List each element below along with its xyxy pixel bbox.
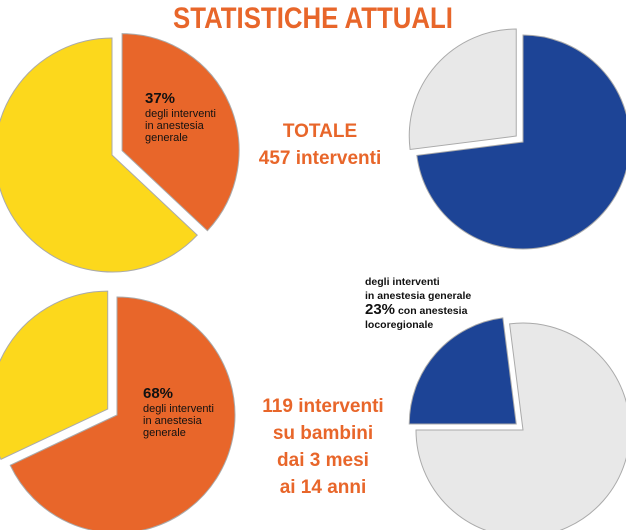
pie-2-slice-2 — [408, 28, 517, 151]
pie-1-slice-1 — [121, 33, 240, 232]
label-bottom-right-l2: in anestesia generale — [365, 290, 472, 302]
label-bottom-left-pct: 68% — [143, 385, 174, 402]
pie-1-slice-2 — [0, 37, 198, 273]
label-bottom-left-l3: generale — [143, 427, 186, 439]
label-bottom-left-l1: degli interventi — [143, 403, 214, 415]
bambini-text: 119 interventi su bambini dai 3 mesi ai … — [248, 393, 398, 501]
bambini-line2: su bambini — [272, 423, 374, 444]
label-top-left: 37% degli interventi in anestesia genera… — [145, 90, 216, 144]
label-bottom-right-l1: degli interventi — [365, 276, 440, 288]
label-bottom-right: degli interventi in anestesia generale 2… — [365, 275, 471, 332]
totale-text: TOTALE 457 interventi — [250, 118, 390, 172]
label-bottom-right-l3: con anestesia — [397, 305, 468, 317]
page-title: STATISTICHE ATTUALI — [173, 2, 453, 35]
label-bottom-right-pct: 23% — [365, 301, 396, 318]
label-bottom-left: 68% degli interventi in anestesia genera… — [143, 385, 214, 439]
label-top-left-l1: degli interventi — [145, 108, 216, 120]
pie-2-slice-1 — [416, 34, 626, 250]
label-top-left-l2: in anestesia — [145, 120, 204, 132]
bambini-line1: 119 interventi — [262, 396, 384, 417]
pie-3-slice-1 — [9, 296, 236, 530]
pie-3-slice-2 — [0, 290, 109, 461]
totale-line2: 457 interventi — [258, 148, 382, 169]
label-top-left-pct: 37% — [145, 90, 176, 107]
label-bottom-right-l4: locoregionale — [365, 319, 434, 331]
pie-4-slice-2 — [415, 322, 626, 530]
label-top-left-l3: generale — [145, 132, 188, 144]
bambini-line4: ai 14 anni — [279, 477, 367, 498]
label-bottom-left-l2: in anestesia — [143, 415, 202, 427]
pie-4-slice-1 — [408, 317, 517, 425]
bambini-line3: dai 3 mesi — [277, 450, 369, 471]
totale-line1: TOTALE — [282, 121, 358, 142]
